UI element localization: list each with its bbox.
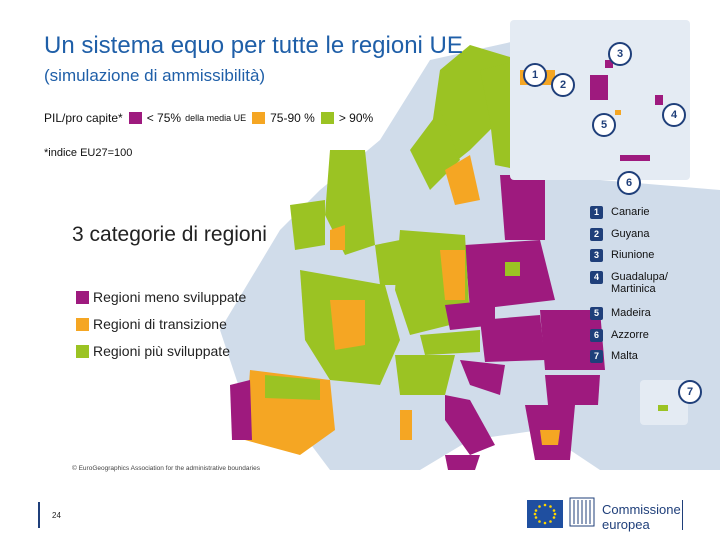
legend-item-75-90: 75-90 % <box>270 111 315 125</box>
outermost-badge: 3 <box>590 249 603 262</box>
legend-label: PIL/pro capite* <box>44 111 123 125</box>
category-swatch <box>76 317 89 331</box>
region-ireland <box>290 200 325 250</box>
region-sicily <box>445 455 480 470</box>
region-greece-transition <box>540 430 560 445</box>
legend-swatch-less-developed <box>128 112 142 124</box>
title-sub: (simulazione di ammissibilità) <box>44 66 266 85</box>
outermost-label: Guyana <box>611 228 650 240</box>
outermost-item-4: 4 Guadalupa/ Martinica <box>590 271 691 295</box>
copyright-note: © EuroGeographics Association for the ad… <box>72 465 260 472</box>
region-benelux <box>375 240 400 285</box>
map-marker-7: 7 <box>678 380 702 404</box>
legend-item-less-75: < 75% <box>146 111 182 125</box>
inset-riunione <box>605 60 613 68</box>
logo-line2: europea <box>602 517 650 532</box>
region-croatia <box>460 360 505 395</box>
commission-building-icon <box>569 497 595 527</box>
footnote: *indice EU27=100 <box>44 147 133 159</box>
outermost-item-6: 6 Azzorre <box>590 329 649 342</box>
commission-logo-text: Commissione europea <box>602 502 681 532</box>
outermost-badge: 1 <box>590 206 603 219</box>
region-hungary <box>480 315 545 362</box>
region-bulgaria <box>545 375 600 405</box>
category-swatch <box>76 290 89 304</box>
inset-malta <box>658 405 668 411</box>
outermost-label: Madeira <box>611 307 651 319</box>
title-main: Un sistema equo per tutte le regioni UE <box>44 32 463 59</box>
region-germany-east <box>440 250 465 300</box>
categories-title: 3 categorie di regioni <box>72 223 267 246</box>
outermost-label: Guadalupa/ Martinica <box>611 271 668 295</box>
region-baltics <box>500 175 545 240</box>
logo-divider <box>682 500 683 530</box>
region-warsaw <box>505 262 520 276</box>
outermost-item-3: 3 Riunione <box>590 249 654 262</box>
region-sardinia <box>400 410 412 440</box>
page-number: 24 <box>52 511 61 520</box>
logo-line1: Commissione <box>602 502 681 517</box>
outermost-item-2: 2 Guyana <box>590 228 650 241</box>
inset-madeira <box>615 110 621 115</box>
outermost-label: Azzorre <box>611 329 649 341</box>
inset-guadalupa <box>655 95 663 105</box>
category-more-developed: Regioni più sviluppate <box>76 343 230 359</box>
region-sweden-south <box>445 155 480 205</box>
outermost-badge: 5 <box>590 307 603 320</box>
region-portugal <box>230 380 252 440</box>
map-marker-6: 6 <box>617 171 641 195</box>
region-austria <box>420 330 480 355</box>
category-label: Regioni meno sviluppate <box>93 289 247 305</box>
inset-malta-box <box>640 380 688 425</box>
legend-swatch-more-developed <box>320 112 334 124</box>
region-italy-south <box>445 395 495 455</box>
category-swatch <box>76 344 89 358</box>
map-marker-3: 3 <box>608 42 632 66</box>
outermost-label: Canarie <box>611 206 650 218</box>
legend: PIL/pro capite* < 75% della media UE 75-… <box>44 111 373 125</box>
inset-azzorre <box>620 155 650 161</box>
legend-item-suffix: della media UE <box>185 113 247 123</box>
page-divider <box>38 502 40 528</box>
region-france-transition <box>330 300 365 350</box>
category-label: Regioni più sviluppate <box>93 343 230 359</box>
eu-stars-icon <box>533 503 557 525</box>
outermost-badge: 2 <box>590 228 603 241</box>
eu-flag-logo <box>527 500 563 528</box>
outermost-item-7: 7 Malta <box>590 350 638 363</box>
map-marker-1: 1 <box>523 63 547 87</box>
map-marker-2: 2 <box>551 73 575 97</box>
outermost-badge: 7 <box>590 350 603 363</box>
region-italy-north <box>395 355 455 395</box>
outermost-item-1: 1 Canarie <box>590 206 650 219</box>
outermost-badge: 4 <box>590 271 603 284</box>
outermost-item-5: 5 Madeira <box>590 307 651 320</box>
region-spain-north <box>265 375 320 400</box>
outermost-label: Riunione <box>611 249 655 261</box>
legend-item-more-90: > 90% <box>338 111 374 125</box>
outermost-label: Malta <box>611 350 638 362</box>
page-title: Un sistema equo per tutte le regioni UE … <box>44 32 464 90</box>
region-wales <box>330 225 345 250</box>
map-marker-4: 4 <box>662 103 686 127</box>
inset-guyana <box>590 75 608 100</box>
category-transition: Regioni di transizione <box>76 316 227 332</box>
category-label: Regioni di transizione <box>93 316 227 332</box>
map-marker-5: 5 <box>592 113 616 137</box>
region-romania <box>540 310 605 370</box>
category-less-developed: Regioni meno sviluppate <box>76 289 246 305</box>
legend-swatch-transition <box>252 112 266 124</box>
outermost-badge: 6 <box>590 329 603 342</box>
